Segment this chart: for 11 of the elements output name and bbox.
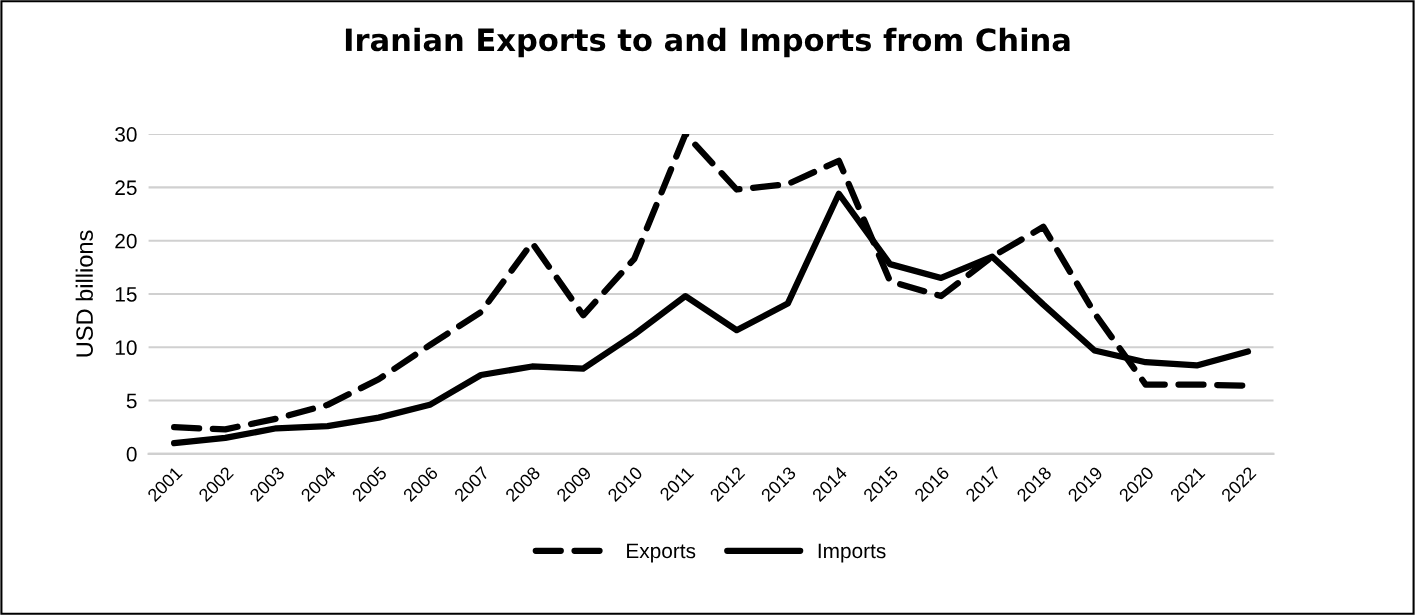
legend-label: Exports — [627, 543, 696, 563]
y-tick-label: 10 — [115, 340, 137, 356]
y-tick-label: 0 — [126, 446, 137, 462]
y-axis-title: USD billions — [75, 230, 93, 357]
y-tick-label: 15 — [115, 287, 137, 302]
y-tick-label: 5 — [126, 393, 137, 409]
y-tick-label: 30 — [115, 127, 137, 142]
legend-label: Imports — [818, 543, 886, 563]
y-tick-label: 20 — [115, 233, 137, 249]
chart-title: Iranian Exports to and Imports from China — [345, 27, 1070, 58]
y-tick-label: 25 — [115, 180, 137, 196]
